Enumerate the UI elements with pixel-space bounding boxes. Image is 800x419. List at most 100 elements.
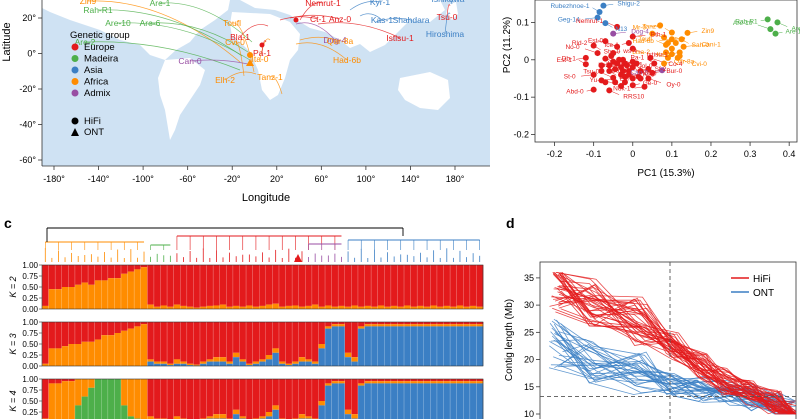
admixture-bar-segment [436, 381, 444, 384]
pca-point-label: Lu-1 [615, 60, 628, 67]
pca-point-label: Nok-1 [613, 86, 631, 93]
admixture-bar-segment [114, 265, 122, 279]
pca-point-label: Valsi-1 [623, 62, 643, 69]
admixture-bar-segment [134, 322, 142, 327]
admixture-bar-segment [377, 265, 385, 306]
admixture-bar-segment [410, 306, 418, 309]
admixture-bar-segment [417, 383, 425, 419]
admixture-bar-segment [390, 305, 398, 309]
admixture-bar-segment [88, 284, 95, 309]
admixture-bar-segment [285, 265, 293, 306]
admixture-bar-segment [206, 322, 214, 360]
admixture-bar-segment [42, 305, 49, 309]
admixture-bar-segment [173, 265, 181, 305]
admixture-bar-segment [199, 363, 207, 366]
pca-point-label: Mh-1 [619, 74, 634, 81]
pca-point [668, 51, 675, 58]
admixture-bar-segment [469, 381, 477, 384]
admixture-bar-segment [377, 383, 385, 419]
admixture-bar-segment [94, 322, 102, 340]
admixture-bar-segment [153, 379, 161, 419]
pca-point-label: Abd-0 [566, 89, 584, 96]
admixture-bar-segment [305, 322, 313, 360]
pca-point [598, 62, 605, 69]
admixture-bar-segment [239, 306, 247, 309]
pca-point-label: St-0 [564, 74, 576, 81]
admixture-bar-segment [88, 379, 95, 388]
admixture-y-tick-label: 0.25 [22, 351, 38, 360]
pca-point-label: Can-0 [630, 69, 648, 76]
pca-point-label: Tanz-1 [642, 24, 662, 31]
map-x-tick-label: 20° [270, 174, 284, 184]
pca-point-label: Had-6b [633, 38, 655, 45]
map-legend-swatch [71, 66, 79, 74]
admixture-bar-segment [259, 416, 267, 419]
pca-point [602, 20, 609, 27]
contig-legend-label: ONT [753, 288, 774, 299]
map-tech-legend-label: ONT [84, 127, 104, 138]
admixture-bar-segment [160, 361, 168, 364]
admixture-bar-segment [120, 405, 128, 419]
pca-point-label: Kl-5 [643, 72, 655, 79]
admixture-bar-segment [450, 379, 457, 382]
map-leader-line [289, 14, 341, 20]
pca-point [649, 69, 656, 76]
admixture-bar-segment [259, 322, 267, 360]
admixture-bar-segment [140, 267, 148, 309]
map-leader-line [349, 1, 381, 11]
pca-point-label: Sf-2 [655, 66, 667, 73]
admixture-bar-segment [357, 306, 365, 309]
admixture-bar-segment [331, 379, 339, 382]
admixture-bar-segment [153, 306, 161, 309]
admixture-bar-segment [371, 306, 378, 309]
admixture-bar-segment [364, 326, 372, 366]
pca-point [764, 16, 771, 23]
map-accession-label: Can-0 [178, 56, 201, 66]
admixture-bar-segment [338, 324, 346, 327]
admixture-bar-segment [404, 381, 411, 384]
map-accession-label: Bla-1 [230, 32, 250, 42]
admixture-y-tick-label: 0.50 [22, 340, 38, 349]
admixture-bar-segment [265, 359, 273, 366]
admixture-bar-segment [147, 304, 155, 309]
admixture-bar-segment [430, 379, 438, 382]
pca-point [661, 34, 668, 41]
admixture-bar-segment [351, 379, 359, 415]
pca-point [772, 30, 779, 37]
admixture-bar-segment [384, 324, 392, 327]
admixture-bar-segment [180, 361, 188, 364]
admixture-bar-segment [476, 322, 484, 325]
pca-point-label: Ita-0 [657, 51, 670, 58]
admixture-bar-segment [81, 396, 89, 419]
admixture-bar-segment [436, 265, 444, 307]
admixture-bar-segment [186, 365, 194, 366]
admixture-bar-segment [423, 322, 431, 325]
admixture-bar-segment [219, 322, 227, 358]
pca-point [645, 75, 652, 82]
admixture-y-tick-label: 0.00 [22, 305, 38, 314]
pca-point [594, 50, 601, 57]
admixture-bar-segment [298, 322, 306, 358]
admixture-bar-segment [259, 359, 267, 362]
admixture-bar-segment [101, 280, 109, 309]
admixture-bar-segment [232, 379, 240, 410]
pca-point-label: Est-0 [588, 38, 604, 45]
admixture-bar-segment [397, 383, 405, 419]
map-legend-swatch [71, 78, 79, 85]
admixture-bar-segment [364, 379, 372, 382]
admixture-bar-segment [219, 265, 227, 305]
admixture-bar-segment [252, 363, 260, 366]
admixture-bar-segment [173, 359, 181, 364]
map-accession-label: Are-2 [75, 37, 96, 47]
admixture-bar-segment [469, 265, 477, 306]
admixture-bar-segment [456, 383, 464, 419]
map-accession-label: Had-6b [333, 55, 361, 65]
admixture-bar-segment [318, 265, 326, 307]
admixture-bar-segment [357, 385, 365, 419]
map-leader-line [117, 22, 251, 61]
admixture-bar-segment [42, 322, 49, 364]
map-accession-label: Qar-8a [327, 36, 354, 46]
admixture-bar-segment [298, 357, 306, 362]
admixture-bar-segment [331, 322, 339, 325]
admixture-bar-segment [206, 361, 214, 366]
